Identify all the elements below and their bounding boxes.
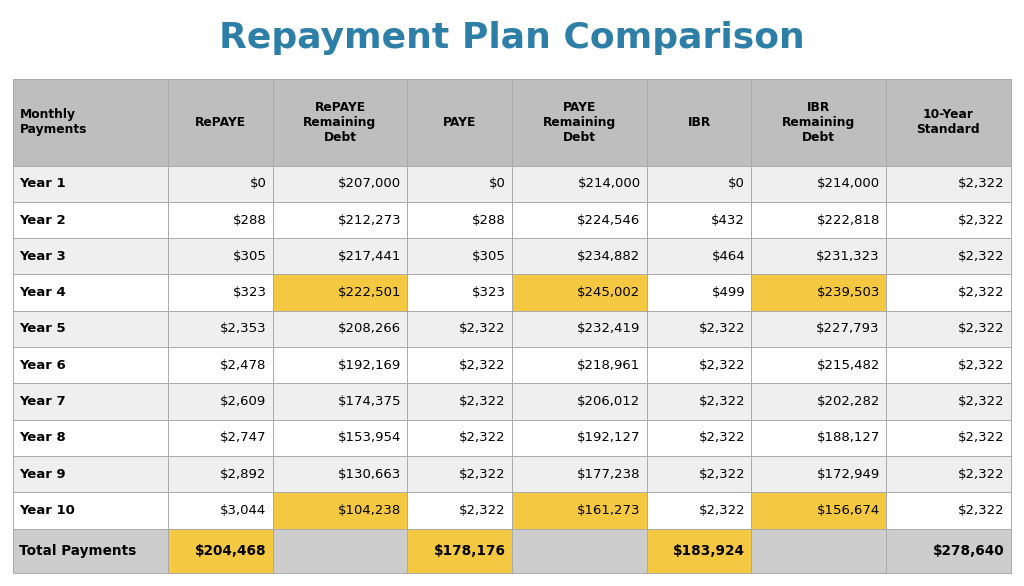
Text: $2,322: $2,322 (957, 468, 1005, 481)
Text: $2,322: $2,322 (459, 359, 506, 372)
Text: IBR: IBR (687, 116, 711, 129)
Text: $2,322: $2,322 (698, 322, 745, 335)
Text: $323: $323 (232, 286, 266, 299)
Text: Total Payments: Total Payments (19, 544, 137, 558)
Text: $2,322: $2,322 (459, 504, 506, 517)
Text: $224,546: $224,546 (578, 213, 640, 227)
Text: RePAYE: RePAYE (195, 116, 246, 129)
Text: $2,322: $2,322 (957, 431, 1005, 444)
Text: $2,322: $2,322 (459, 431, 506, 444)
Text: $2,322: $2,322 (459, 322, 506, 335)
Text: $156,674: $156,674 (816, 504, 880, 517)
Text: $232,419: $232,419 (578, 322, 640, 335)
Text: $2,322: $2,322 (698, 431, 745, 444)
Text: $183,924: $183,924 (673, 544, 745, 558)
Text: $305: $305 (232, 250, 266, 263)
Text: $177,238: $177,238 (577, 468, 640, 481)
Text: $432: $432 (712, 213, 745, 227)
Text: $214,000: $214,000 (578, 177, 640, 190)
Text: PAYE
Remaining
Debt: PAYE Remaining Debt (543, 101, 616, 144)
Text: $161,273: $161,273 (577, 504, 640, 517)
Text: $245,002: $245,002 (578, 286, 640, 299)
Text: $288: $288 (232, 213, 266, 227)
Text: $2,322: $2,322 (957, 359, 1005, 372)
Text: $2,322: $2,322 (957, 250, 1005, 263)
Text: $217,441: $217,441 (338, 250, 401, 263)
Text: $323: $323 (472, 286, 506, 299)
Text: $2,609: $2,609 (220, 395, 266, 408)
Text: $0: $0 (250, 177, 266, 190)
Text: $239,503: $239,503 (816, 286, 880, 299)
Text: $204,468: $204,468 (195, 544, 266, 558)
Text: $2,322: $2,322 (957, 177, 1005, 190)
Text: 10-Year
Standard: 10-Year Standard (916, 108, 980, 137)
Text: $2,322: $2,322 (459, 468, 506, 481)
Text: $188,127: $188,127 (816, 431, 880, 444)
Text: $206,012: $206,012 (578, 395, 640, 408)
Text: $222,818: $222,818 (816, 213, 880, 227)
Text: $2,322: $2,322 (957, 286, 1005, 299)
Text: $202,282: $202,282 (816, 395, 880, 408)
Text: Monthly
Payments: Monthly Payments (19, 108, 87, 137)
Text: $174,375: $174,375 (338, 395, 401, 408)
Text: $153,954: $153,954 (338, 431, 401, 444)
Text: $305: $305 (472, 250, 506, 263)
Text: $104,238: $104,238 (338, 504, 401, 517)
Text: $178,176: $178,176 (434, 544, 506, 558)
Text: Year 10: Year 10 (19, 504, 76, 517)
Text: $0: $0 (489, 177, 506, 190)
Text: $2,322: $2,322 (957, 395, 1005, 408)
Text: RePAYE
Remaining
Debt: RePAYE Remaining Debt (303, 101, 377, 144)
Text: $214,000: $214,000 (817, 177, 880, 190)
Text: $2,322: $2,322 (957, 504, 1005, 517)
Text: $130,663: $130,663 (338, 468, 401, 481)
Text: $172,949: $172,949 (816, 468, 880, 481)
Text: Year 2: Year 2 (19, 213, 67, 227)
Text: $2,322: $2,322 (957, 213, 1005, 227)
Text: $2,322: $2,322 (698, 468, 745, 481)
Text: $2,478: $2,478 (220, 359, 266, 372)
Text: Year 1: Year 1 (19, 177, 67, 190)
Text: Year 4: Year 4 (19, 286, 67, 299)
Text: $2,322: $2,322 (459, 395, 506, 408)
Text: Year 5: Year 5 (19, 322, 67, 335)
Text: $2,892: $2,892 (220, 468, 266, 481)
Text: $227,793: $227,793 (816, 322, 880, 335)
Text: $208,266: $208,266 (338, 322, 401, 335)
Text: $207,000: $207,000 (338, 177, 401, 190)
Text: $192,127: $192,127 (577, 431, 640, 444)
Text: PAYE: PAYE (443, 116, 476, 129)
Text: $2,322: $2,322 (698, 359, 745, 372)
Text: IBR
Remaining
Debt: IBR Remaining Debt (782, 101, 855, 144)
Text: $192,169: $192,169 (338, 359, 401, 372)
Text: $218,961: $218,961 (578, 359, 640, 372)
Text: $278,640: $278,640 (933, 544, 1005, 558)
Text: $2,353: $2,353 (220, 322, 266, 335)
Text: $288: $288 (472, 213, 506, 227)
Text: Year 9: Year 9 (19, 468, 67, 481)
Text: $2,322: $2,322 (957, 322, 1005, 335)
Text: $3,044: $3,044 (220, 504, 266, 517)
Text: $2,322: $2,322 (698, 504, 745, 517)
Text: $234,882: $234,882 (578, 250, 640, 263)
Text: Year 8: Year 8 (19, 431, 67, 444)
Text: Repayment Plan Comparison: Repayment Plan Comparison (219, 21, 805, 54)
Text: $2,747: $2,747 (220, 431, 266, 444)
Text: $499: $499 (712, 286, 745, 299)
Text: Year 7: Year 7 (19, 395, 67, 408)
Text: Year 3: Year 3 (19, 250, 67, 263)
Text: $464: $464 (712, 250, 745, 263)
Text: $0: $0 (728, 177, 745, 190)
Text: Year 6: Year 6 (19, 359, 67, 372)
Text: $222,501: $222,501 (338, 286, 401, 299)
Text: $231,323: $231,323 (816, 250, 880, 263)
Text: $2,322: $2,322 (698, 395, 745, 408)
Text: $212,273: $212,273 (338, 213, 401, 227)
Text: $215,482: $215,482 (816, 359, 880, 372)
